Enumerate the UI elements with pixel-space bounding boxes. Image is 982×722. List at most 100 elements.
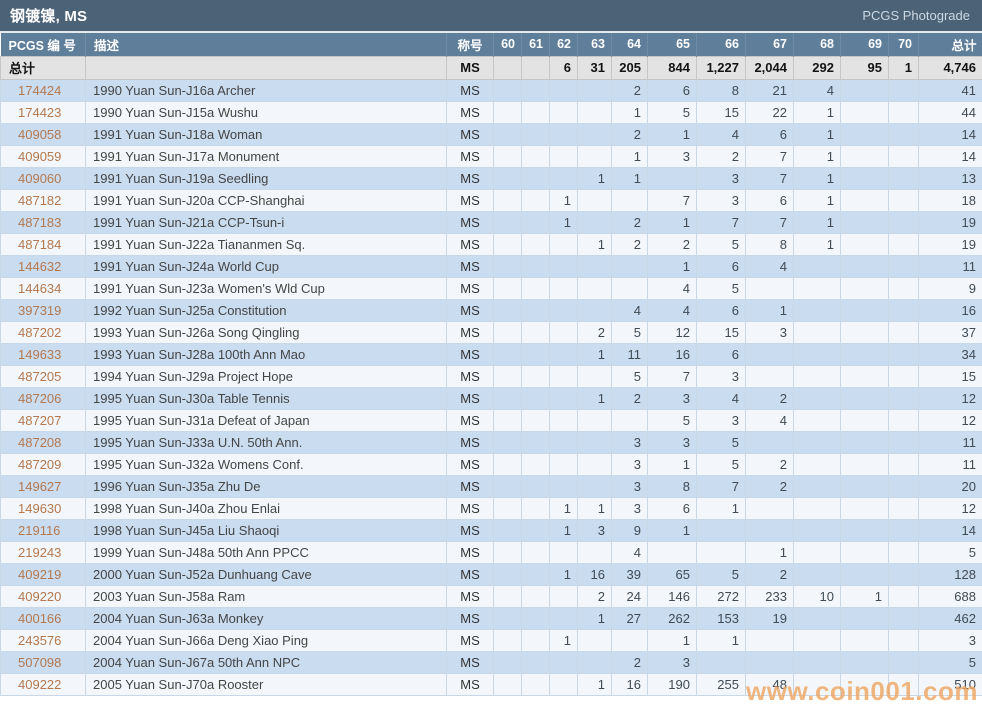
grade-70-count [888, 276, 919, 300]
pcgs-number-link[interactable]: 409220 [0, 584, 86, 608]
col-header-description: 描述 [85, 33, 447, 56]
pcgs-number-link[interactable]: 487184 [0, 232, 86, 256]
pcgs-number-link[interactable]: 397319 [0, 298, 86, 322]
row-total: 44 [918, 100, 982, 124]
coin-description: 2003 Yuan Sun-J58a Ram [85, 584, 447, 608]
pcgs-number-link[interactable]: 400166 [0, 606, 86, 630]
grade-62-count [549, 166, 578, 190]
grade-70-count [888, 518, 919, 542]
grade-70-count [888, 628, 919, 652]
pcgs-number-link[interactable]: 487209 [0, 452, 86, 476]
pcgs-number-link[interactable]: 487202 [0, 320, 86, 344]
coin-description: 2004 Yuan Sun-J67a 50th Ann NPC [85, 650, 447, 674]
grade-60-count [493, 210, 522, 234]
grade-66-count: 153 [696, 606, 746, 630]
grade-69-count [840, 342, 889, 366]
grade-62-count [549, 452, 578, 476]
pcgs-number-link[interactable]: 149630 [0, 496, 86, 520]
grade-60-count [493, 320, 522, 344]
grade-64-count: 4 [611, 540, 648, 564]
pcgs-photograde-link[interactable]: PCGS Photograde [862, 8, 970, 23]
grade-64-count: 2 [611, 650, 648, 674]
grade-61-count [521, 452, 550, 476]
grade-70-count [888, 254, 919, 278]
grade-67-count: 22 [745, 100, 794, 124]
table-row: 487205 1994 Yuan Sun-J29a Project Hope MS 5… [0, 364, 982, 388]
table-row: 219116 1998 Yuan Sun-J45a Liu Shaoqi MS 1 3 9… [0, 518, 982, 542]
pcgs-number-link[interactable]: 487205 [0, 364, 86, 388]
pcgs-number-link[interactable]: 409058 [0, 122, 86, 146]
grade-60-count [493, 606, 522, 630]
coin-description: 1991 Yuan Sun-J24a World Cup [85, 254, 447, 278]
grade-70-count [888, 606, 919, 630]
col-header-grade-62: 62 [549, 33, 578, 56]
pcgs-number-link[interactable]: 487207 [0, 408, 86, 432]
designation-value: MS [446, 518, 494, 542]
row-total: 19 [918, 232, 982, 256]
grade-65-count: 5 [647, 408, 697, 432]
grade-69-count [840, 606, 889, 630]
grade-66-count: 4 [696, 386, 746, 410]
totals-designation: MS [446, 55, 494, 80]
grade-63-count: 2 [577, 320, 612, 344]
grade-60-count [493, 496, 522, 520]
grade-68-count [793, 320, 841, 344]
grade-61-count [521, 430, 550, 454]
grade-68-count: 1 [793, 232, 841, 256]
grade-67-count: 2 [745, 474, 794, 498]
grade-66-count: 8 [696, 78, 746, 102]
pcgs-number-link[interactable]: 487206 [0, 386, 86, 410]
grade-67-count [745, 276, 794, 300]
designation-value: MS [446, 210, 494, 234]
pcgs-number-link[interactable]: 144632 [0, 254, 86, 278]
grade-66-count: 15 [696, 320, 746, 344]
grade-66-count: 5 [696, 452, 746, 476]
pcgs-number-link[interactable]: 219116 [0, 518, 86, 542]
pcgs-number-link[interactable]: 409222 [0, 672, 86, 696]
grade-68-count: 1 [793, 166, 841, 190]
grade-61-count [521, 298, 550, 322]
grade-70-count [888, 298, 919, 322]
grade-64-count: 3 [611, 496, 648, 520]
designation-value: MS [446, 364, 494, 388]
grade-63-count: 1 [577, 342, 612, 366]
grade-68-count [793, 628, 841, 652]
grade-63-count [577, 298, 612, 322]
row-total: 5 [918, 540, 982, 564]
grade-68-count: 1 [793, 122, 841, 146]
grade-63-count: 1 [577, 386, 612, 410]
grade-63-count [577, 276, 612, 300]
grade-69-count [840, 254, 889, 278]
col-header-total: 总计 [918, 33, 982, 56]
grade-67-count [745, 496, 794, 520]
grade-64-count: 4 [611, 298, 648, 322]
row-total: 9 [918, 276, 982, 300]
pcgs-number-link[interactable]: 243576 [0, 628, 86, 652]
pcgs-number-link[interactable]: 149627 [0, 474, 86, 498]
row-total: 128 [918, 562, 982, 586]
grade-62-count: 1 [549, 628, 578, 652]
pcgs-number-link[interactable]: 487182 [0, 188, 86, 212]
pcgs-number-link[interactable]: 409060 [0, 166, 86, 190]
grade-67-count [745, 430, 794, 454]
pcgs-number-link[interactable]: 487208 [0, 430, 86, 454]
grade-65-count: 7 [647, 188, 697, 212]
pcgs-number-link[interactable]: 409219 [0, 562, 86, 586]
pcgs-number-link[interactable]: 174423 [0, 100, 86, 124]
grade-60-count [493, 276, 522, 300]
designation-value: MS [446, 540, 494, 564]
coin-description: 1995 Yuan Sun-J33a U.N. 50th Ann. [85, 430, 447, 454]
coin-description: 1991 Yuan Sun-J23a Women's Wld Cup [85, 276, 447, 300]
pcgs-number-link[interactable]: 219243 [0, 540, 86, 564]
col-header-pcgs-number: PCGS 编 号 [0, 33, 86, 56]
pcgs-number-link[interactable]: 507098 [0, 650, 86, 674]
pcgs-number-link[interactable]: 487183 [0, 210, 86, 234]
pcgs-number-link[interactable]: 144634 [0, 276, 86, 300]
row-total: 12 [918, 386, 982, 410]
pcgs-number-link[interactable]: 149633 [0, 342, 86, 366]
designation-value: MS [446, 298, 494, 322]
grade-64-count [611, 628, 648, 652]
pcgs-number-link[interactable]: 174424 [0, 78, 86, 102]
pcgs-number-link[interactable]: 409059 [0, 144, 86, 168]
grade-64-count: 3 [611, 474, 648, 498]
